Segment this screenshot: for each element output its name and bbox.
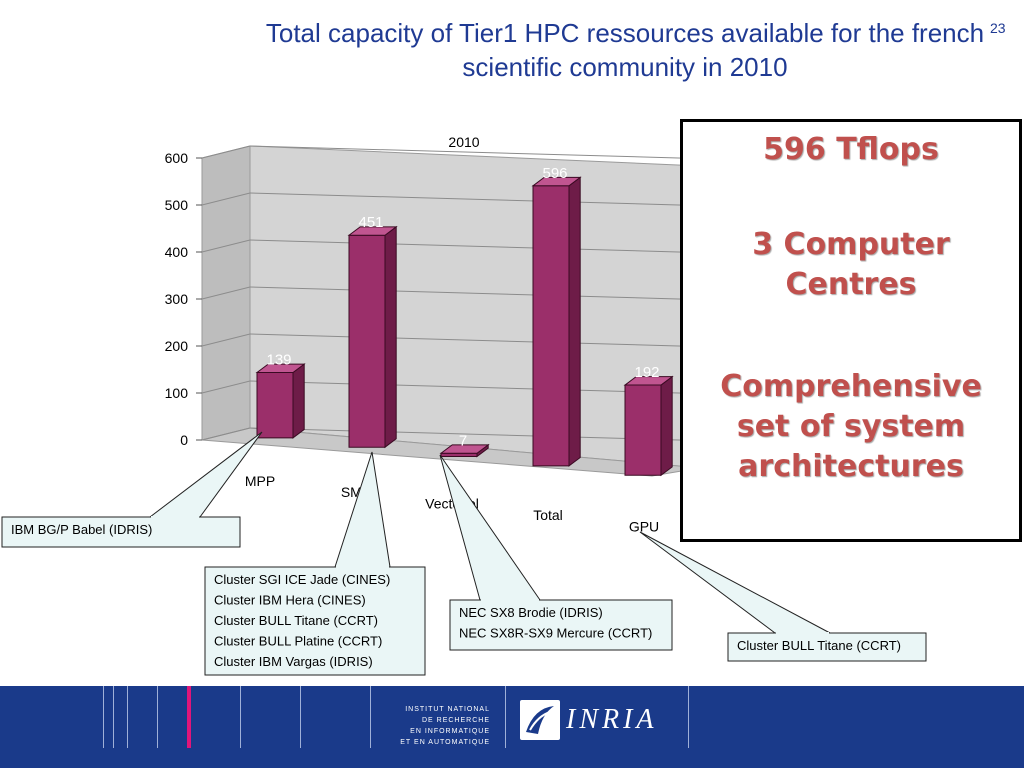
chart-bar-top	[347, 226, 398, 236]
institute-name-line: DE RECHERCHE	[421, 717, 490, 724]
x-category-label: GPU	[629, 518, 659, 534]
footer-divider	[370, 686, 371, 748]
chart-bar-top	[255, 363, 306, 374]
callout-box	[449, 599, 673, 651]
chart-title: 2010	[448, 134, 479, 150]
y-tick-label: 0	[180, 432, 188, 448]
gridline-side	[201, 286, 251, 300]
callout-box	[727, 632, 927, 662]
data-label: 192	[634, 364, 659, 381]
gridline	[249, 333, 701, 348]
data-label: 451	[358, 214, 383, 231]
callout-box	[1, 516, 241, 548]
y-tick-label: 300	[165, 291, 189, 307]
chart-bar-top	[439, 444, 490, 454]
chart-bar-top	[531, 176, 582, 187]
footer-bar: INSTITUT NATIONAL DE RECHERCHE EN INFORMAT…	[0, 686, 1024, 768]
x-category-label: MPP	[245, 473, 275, 489]
chart-bar	[348, 234, 386, 448]
institute-name-line: INSTITUT NATIONAL	[405, 706, 490, 713]
institute-name-line: EN INFORMATIQUE	[410, 728, 490, 735]
chart-bar	[532, 185, 570, 467]
callout-box	[204, 566, 426, 676]
chart-bar-top	[623, 376, 674, 386]
data-label: 7	[459, 432, 467, 449]
callout-text: IBM BG/P Babel (IDRIS)	[11, 522, 152, 537]
institute-name-line: ET EN AUTOMATIQUE	[400, 739, 490, 746]
footer-divider	[157, 686, 158, 748]
slide-number: 23	[990, 20, 1006, 36]
chart-bar-side	[292, 363, 305, 439]
gridline-side	[201, 145, 251, 159]
callout-pointer	[334, 451, 391, 568]
data-label: 139	[266, 352, 291, 369]
callout-text: Cluster IBM Hera (CINES)	[214, 593, 366, 608]
gridline-side	[201, 333, 251, 347]
footer-accent-line	[187, 686, 191, 748]
callout-pointer	[149, 431, 263, 518]
y-tick-label: 600	[165, 150, 189, 166]
footer-divider	[103, 686, 104, 748]
chart-bar	[624, 384, 662, 476]
summary-centres: 3 Computer Centres	[752, 227, 950, 302]
gridline-side	[201, 239, 251, 253]
y-tick-label: 500	[165, 197, 189, 213]
gridline-side	[201, 427, 251, 441]
gridline	[249, 192, 701, 207]
footer-divider	[240, 686, 241, 748]
chart-bar	[256, 372, 294, 439]
summary-architectures: Comprehensive set of system architecture…	[720, 369, 982, 484]
callout-text: NEC SX8 Brodie (IDRIS)	[459, 605, 603, 620]
chart-bar-side	[384, 225, 397, 449]
gridline	[249, 145, 701, 160]
callout-text: Cluster BULL Titane (CCRT)	[737, 638, 901, 653]
callout-pointer	[639, 531, 831, 634]
callout-text: Cluster IBM Vargas (IDRIS)	[214, 654, 373, 669]
y-tick-label: 200	[165, 338, 189, 354]
footer-divider	[113, 686, 114, 748]
inria-wordmark: INRIA	[566, 704, 658, 735]
chart-bar-side	[568, 176, 581, 467]
gridline-side	[201, 192, 251, 206]
inria-logo-icon	[520, 700, 560, 740]
footer-divider	[688, 686, 689, 748]
institute-name: INSTITUT NATIONAL DE RECHERCHE EN INFORMAT…	[400, 704, 490, 748]
callout-text: NEC SX8R-SX9 Mercure (CCRT)	[459, 626, 652, 641]
gridline	[249, 286, 701, 301]
gridline	[249, 239, 701, 254]
callout-text: Cluster BULL Titane (CCRT)	[214, 613, 378, 628]
footer-divider	[300, 686, 301, 748]
bar-chart: 0100200300400500600139MPP451SMP7Vectorie…	[1, 134, 927, 676]
chart-bar-side	[660, 375, 673, 477]
footer-divider	[505, 686, 506, 748]
summary-box: 596 Tflops 3 Computer Centres Comprehens…	[680, 119, 1022, 542]
callout-pointer	[439, 454, 541, 601]
summary-tflops: 596 Tflops	[763, 132, 939, 167]
data-label: 596	[542, 165, 567, 182]
y-tick-label: 400	[165, 244, 189, 260]
y-tick-label: 100	[165, 385, 189, 401]
x-category-label: Total	[533, 507, 563, 523]
callout-text: Cluster SGI ICE Jade (CINES)	[214, 572, 390, 587]
callout-text: Cluster BULL Platine (CCRT)	[214, 634, 382, 649]
footer-divider	[127, 686, 128, 748]
slide-title: Total capacity of Tier1 HPC ressources a…	[265, 18, 985, 82]
gridline-side	[201, 380, 251, 394]
